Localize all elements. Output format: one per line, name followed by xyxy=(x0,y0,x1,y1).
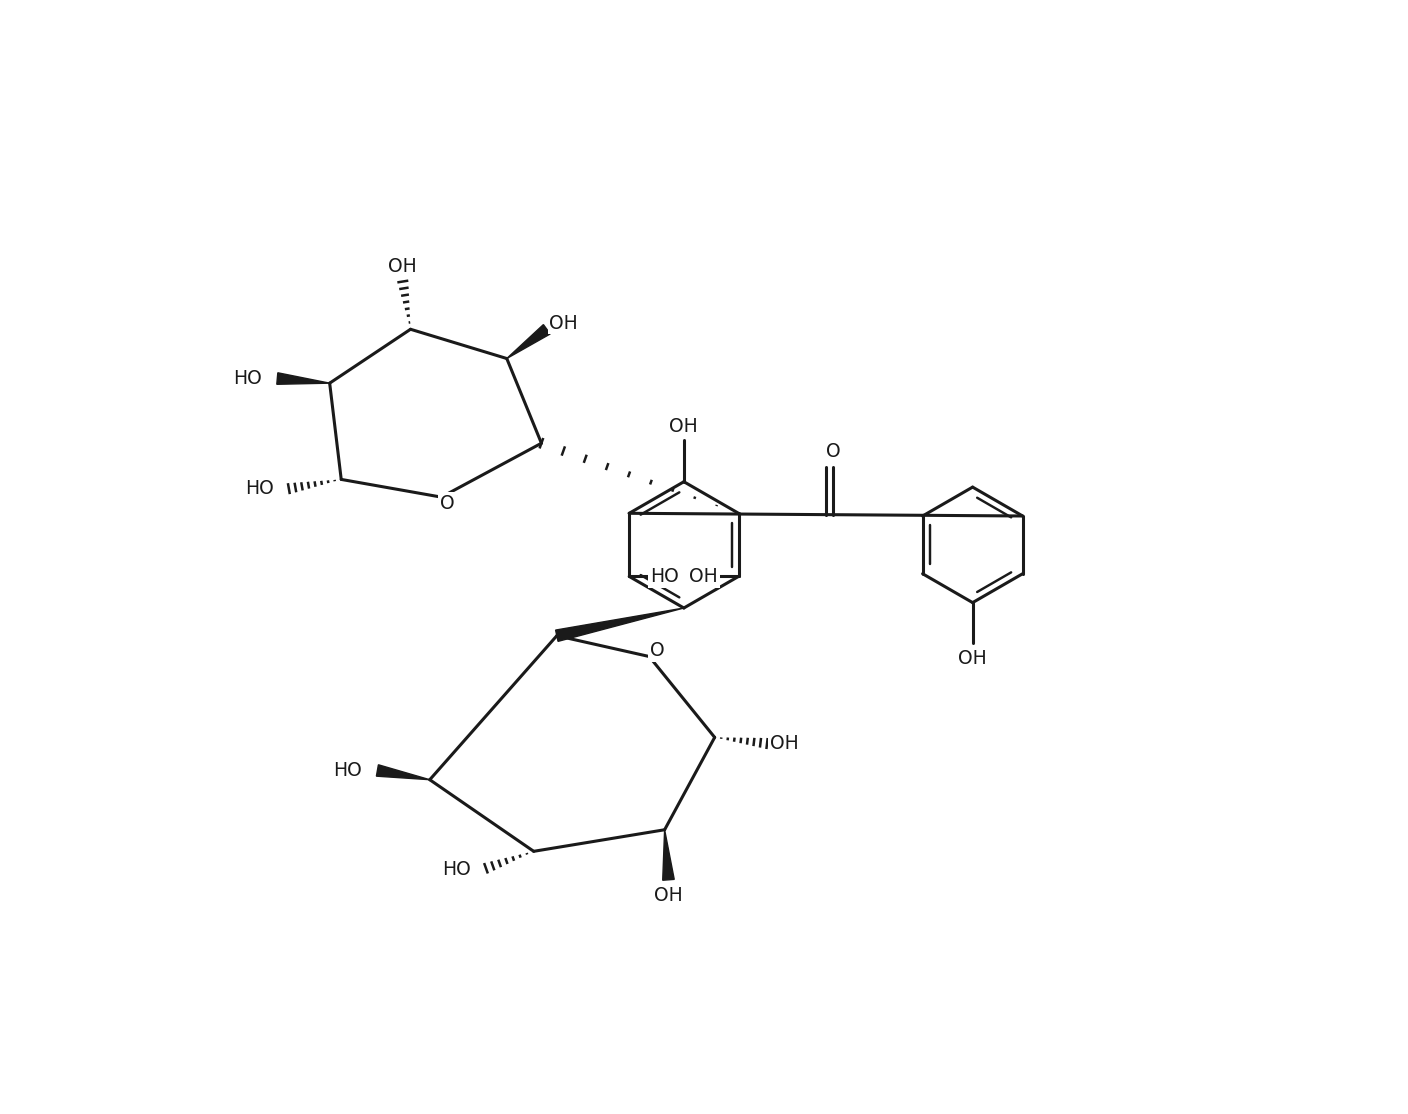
Text: OH: OH xyxy=(770,734,798,753)
Text: OH: OH xyxy=(549,314,579,333)
Text: HO: HO xyxy=(234,369,262,388)
Text: HO: HO xyxy=(442,860,470,879)
Text: O: O xyxy=(649,641,665,659)
Text: OH: OH xyxy=(959,648,987,667)
Text: OH: OH xyxy=(655,886,683,905)
Text: HO: HO xyxy=(649,567,679,586)
Text: OH: OH xyxy=(669,417,698,436)
Polygon shape xyxy=(376,765,429,780)
Text: O: O xyxy=(825,442,841,461)
Text: O: O xyxy=(441,494,455,512)
Polygon shape xyxy=(663,830,674,880)
Polygon shape xyxy=(507,324,551,359)
Text: HO: HO xyxy=(334,761,362,780)
Polygon shape xyxy=(556,608,684,642)
Polygon shape xyxy=(277,373,329,384)
Text: OH: OH xyxy=(389,256,417,275)
Text: OH: OH xyxy=(690,567,718,586)
Text: HO: HO xyxy=(245,479,273,498)
